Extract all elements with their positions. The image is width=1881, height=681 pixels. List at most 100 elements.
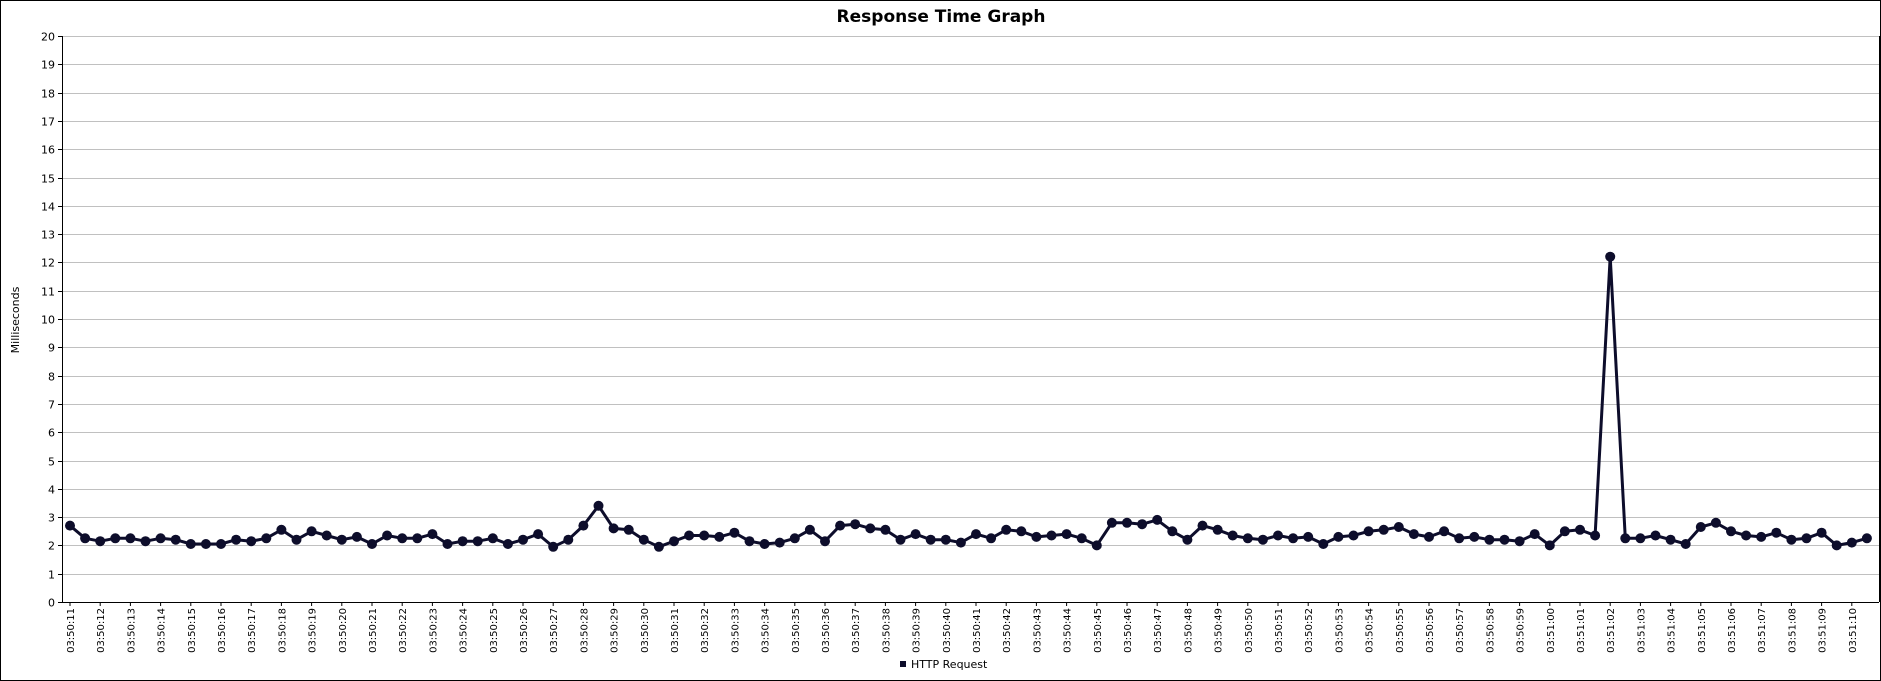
data-point [155, 533, 166, 544]
x-tick-label: 03:50:48 [1183, 608, 1194, 653]
data-point [1122, 517, 1132, 528]
data-point [578, 520, 589, 531]
x-tick-label: 03:50:54 [1365, 608, 1376, 653]
data-point [1031, 531, 1042, 542]
data-point [231, 534, 242, 545]
data-point [1378, 524, 1389, 535]
y-tick-label: 20 [41, 31, 55, 44]
x-tick-label: 03:51:10 [1848, 608, 1859, 653]
data-point [910, 529, 921, 540]
chart-title: Response Time Graph [837, 7, 1046, 27]
x-tick-label: 03:50:32 [700, 608, 711, 653]
y-tick-label: 10 [41, 314, 55, 327]
data-point [276, 524, 287, 535]
data-point [759, 539, 770, 549]
x-tick-label: 03:50:22 [398, 608, 409, 653]
data-point [1529, 529, 1540, 540]
y-tick-label: 15 [41, 173, 55, 186]
y-tick-label: 11 [41, 286, 55, 299]
data-point [125, 533, 136, 544]
data-point [1273, 530, 1283, 541]
data-point [1333, 531, 1344, 542]
x-tick-label: 03:50:28 [579, 608, 590, 653]
data-point [1499, 534, 1510, 545]
data-point [321, 530, 332, 541]
x-tick-label: 03:50:11 [66, 608, 77, 653]
data-point [65, 520, 75, 531]
data-point [412, 533, 423, 544]
data-point [1363, 526, 1374, 537]
x-tick-label: 03:51:07 [1757, 608, 1768, 653]
data-point [1726, 526, 1736, 537]
x-tick-labels: 03:50:11 03:50:12 03:50:13 03:50:14 03:50:15… [66, 602, 1859, 653]
y-axis-label: Milliseconds [9, 286, 22, 353]
legend-label: HTTP Request [911, 658, 988, 671]
data-point [1167, 526, 1178, 537]
data-point [1831, 540, 1842, 551]
data-point [1001, 524, 1012, 535]
data-point [1695, 522, 1706, 532]
x-tick-label: 03:50:12 [96, 608, 107, 653]
data-point [140, 536, 151, 547]
x-tick-label: 03:50:44 [1063, 608, 1074, 653]
x-tick-label: 03:51:09 [1818, 608, 1829, 653]
y-tick-label: 8 [48, 371, 55, 384]
data-point [789, 533, 800, 544]
data-point [1106, 517, 1117, 528]
y-tick-label: 3 [48, 512, 55, 525]
data-point [1152, 514, 1163, 525]
data-point [1348, 530, 1359, 541]
y-tick-label: 19 [41, 59, 55, 72]
x-tick-label: 03:50:25 [489, 608, 500, 653]
x-tick-label: 03:51:00 [1546, 608, 1557, 653]
data-point [1620, 533, 1631, 544]
data-point [1484, 534, 1495, 545]
data-point [427, 529, 438, 540]
data-point [865, 523, 876, 534]
data-point [351, 531, 362, 542]
data-point [170, 534, 181, 545]
x-tick-label: 03:51:03 [1636, 608, 1647, 653]
data-point [533, 529, 544, 540]
data-point [744, 536, 755, 547]
y-tick-label: 2 [48, 540, 55, 553]
x-tick-label: 03:50:17 [247, 608, 258, 653]
data-point [80, 533, 91, 544]
data-point [1514, 536, 1525, 547]
x-tick-label: 03:50:19 [308, 608, 319, 653]
x-tick-label: 03:50:51 [1274, 608, 1285, 653]
data-point [548, 541, 559, 552]
data-point [608, 523, 619, 534]
x-tick-label: 03:50:16 [217, 608, 228, 653]
data-point [669, 536, 679, 547]
y-tick-label: 14 [41, 201, 55, 214]
x-tick-label: 03:50:47 [1153, 608, 1164, 653]
y-tick-label: 7 [48, 399, 55, 412]
data-point [1650, 530, 1661, 541]
data-point [1680, 539, 1691, 549]
data-point [714, 531, 725, 542]
x-tick-label: 03:50:41 [972, 608, 983, 653]
x-tick-label: 03:50:21 [368, 608, 379, 653]
y-tick-label: 9 [48, 342, 55, 355]
data-point [1575, 524, 1585, 535]
y-tick-label: 1 [48, 569, 55, 582]
data-point [185, 539, 196, 549]
data-point [1318, 539, 1329, 549]
data-point [1544, 540, 1555, 551]
data-point [653, 541, 664, 552]
series-http-request [65, 251, 1872, 552]
x-tick-label: 03:50:13 [126, 608, 137, 653]
x-tick-label: 03:50:27 [549, 608, 560, 653]
data-point [1635, 533, 1646, 544]
data-point [1710, 517, 1721, 528]
x-tick-label: 03:50:50 [1244, 608, 1255, 653]
y-tick-label: 4 [48, 484, 55, 497]
data-point [563, 534, 574, 545]
data-point [95, 536, 106, 547]
x-tick-label: 03:50:43 [1032, 608, 1043, 653]
x-tick-label: 03:50:58 [1485, 608, 1496, 653]
data-point [880, 524, 891, 535]
